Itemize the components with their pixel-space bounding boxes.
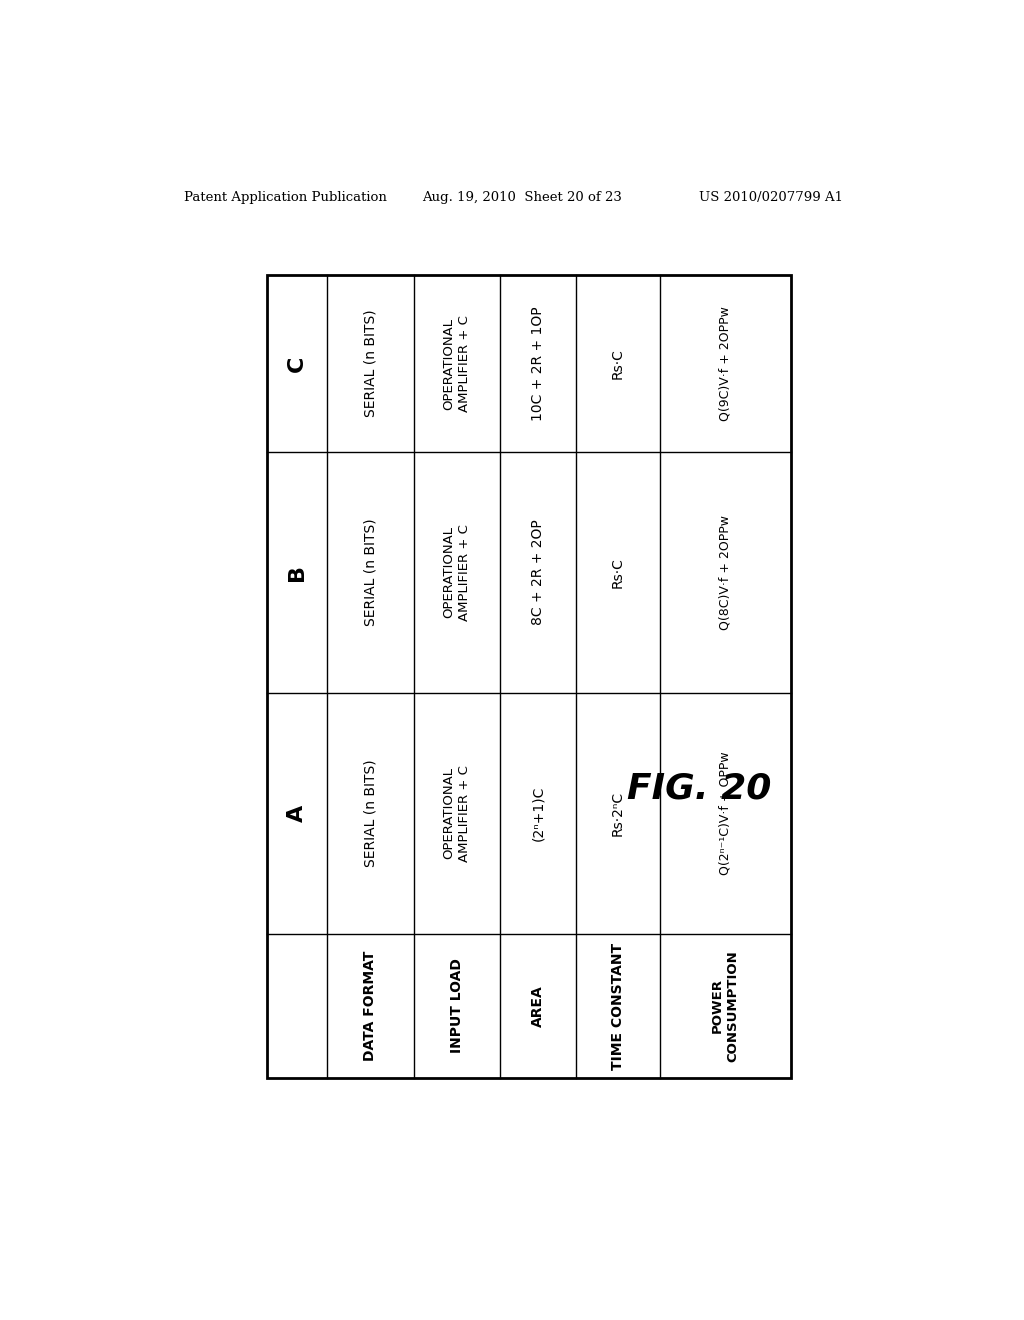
Text: SERIAL (n BITS): SERIAL (n BITS) [364,759,377,867]
Text: INPUT LOAD: INPUT LOAD [450,958,464,1053]
Text: AREA: AREA [530,985,545,1027]
Text: Q(2ⁿ⁻¹C)V·f + OPPw: Q(2ⁿ⁻¹C)V·f + OPPw [719,751,732,875]
Text: Q(8C)V·f + 2OPPw: Q(8C)V·f + 2OPPw [719,515,732,630]
Text: Rs·C: Rs·C [610,348,625,379]
Text: US 2010/0207799 A1: US 2010/0207799 A1 [699,190,844,203]
Bar [267,276,791,1078]
Text: (2ⁿ+1)C: (2ⁿ+1)C [530,785,545,841]
Text: B: B [287,564,307,581]
Text: TIME CONSTANT: TIME CONSTANT [610,942,625,1069]
Text: SERIAL (n BITS): SERIAL (n BITS) [364,519,377,626]
Text: Rs·2ⁿC: Rs·2ⁿC [610,791,625,836]
Text: OPERATIONAL
AMPLIFIER + C: OPERATIONAL AMPLIFIER + C [442,315,471,412]
Text: SERIAL (n BITS): SERIAL (n BITS) [364,310,377,417]
Text: FIG. 20: FIG. 20 [628,772,771,805]
Text: Q(9C)V·f + 2OPPw: Q(9C)V·f + 2OPPw [719,306,732,421]
Text: 8C + 2R + 2OP: 8C + 2R + 2OP [530,520,545,626]
Text: OPERATIONAL
AMPLIFIER + C: OPERATIONAL AMPLIFIER + C [442,524,471,620]
Text: Aug. 19, 2010  Sheet 20 of 23: Aug. 19, 2010 Sheet 20 of 23 [422,190,622,203]
Text: C: C [287,355,307,372]
Text: OPERATIONAL
AMPLIFIER + C: OPERATIONAL AMPLIFIER + C [442,764,471,862]
Text: Patent Application Publication: Patent Application Publication [183,190,386,203]
Text: A: A [287,805,307,822]
Text: 10C + 2R + 1OP: 10C + 2R + 1OP [530,306,545,421]
Text: DATA FORMAT: DATA FORMAT [364,950,377,1061]
Text: Rs·C: Rs·C [610,557,625,587]
Text: POWER
CONSUMPTION: POWER CONSUMPTION [711,950,739,1061]
